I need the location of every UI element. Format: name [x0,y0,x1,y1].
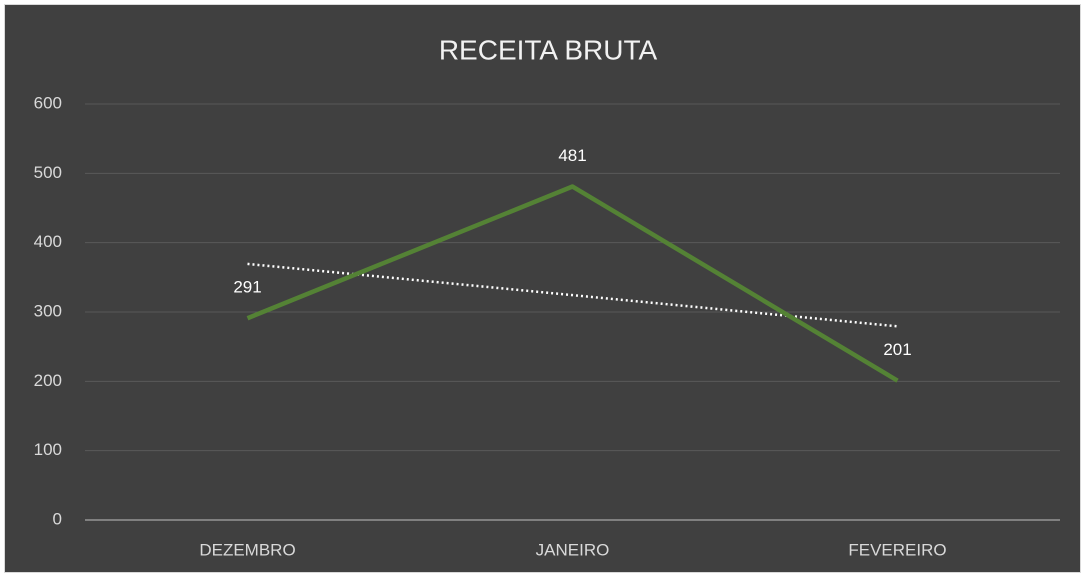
y-tick-label: 300 [34,301,62,320]
data-label: 481 [558,146,586,165]
x-tick-label: JANEIRO [536,540,610,559]
y-tick-label: 200 [34,371,62,390]
line [246,184,899,383]
y-tick-label: 0 [53,509,62,528]
data-label: 201 [883,340,911,359]
y-tick-label: 400 [34,232,62,251]
trendline [247,262,898,328]
y-tick-label: 100 [34,440,62,459]
x-tick-label: FEVEREIRO [848,540,946,559]
y-tick-label: 600 [34,93,62,112]
chart-title: RECEITA BRUTA [439,34,658,65]
x-tick-label: DEZEMBRO [199,540,295,559]
y-tick-label: 500 [34,163,62,182]
chart-background [4,4,1081,573]
data-label: 291 [233,278,261,297]
